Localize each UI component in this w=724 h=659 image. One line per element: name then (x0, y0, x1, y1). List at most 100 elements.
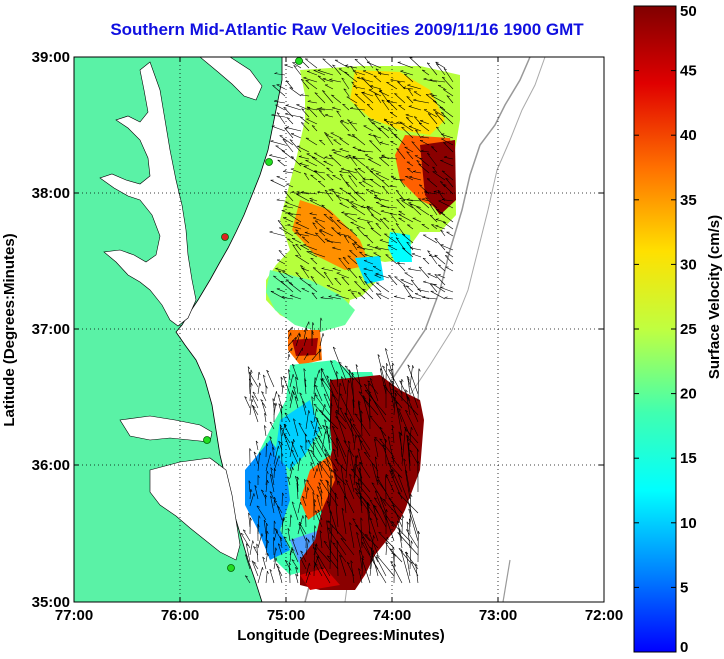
velocity-arrowhead (287, 528, 290, 531)
velocity-arrow (433, 284, 446, 293)
station-marker[interactable] (265, 158, 273, 166)
velocity-arrowhead (362, 177, 366, 180)
velocity-arrowhead (298, 155, 302, 157)
velocity-arrow (301, 288, 310, 293)
velocity-field-middle (288, 330, 322, 365)
velocity-arrow (328, 154, 342, 167)
velocity-arrow (265, 443, 267, 458)
velocity-arrowhead (289, 567, 292, 571)
velocity-arrow (342, 257, 350, 265)
velocity-arrow (284, 191, 294, 202)
velocity-arrow (283, 375, 291, 395)
velocity-arrow (345, 449, 349, 479)
velocity-arrow (312, 535, 315, 549)
velocity-arrow (411, 253, 422, 258)
velocity-arrow (269, 155, 286, 160)
velocity-arrow (395, 223, 406, 237)
velocity-arrowhead (387, 99, 391, 102)
velocity-arrow (391, 521, 411, 542)
velocity-arrow (411, 141, 422, 153)
velocity-arrowhead (399, 197, 403, 199)
velocity-arrow (294, 396, 299, 409)
velocity-arrowhead (385, 515, 388, 518)
velocity-arrowhead (368, 383, 371, 387)
station-marker[interactable] (295, 57, 303, 65)
velocity-arrowhead (345, 181, 349, 184)
station-marker[interactable] (203, 436, 211, 444)
velocity-arrow (348, 440, 355, 472)
velocity-arrowhead (310, 450, 314, 452)
velocity-arrowhead (394, 295, 398, 297)
velocity-arrowhead (443, 184, 447, 186)
velocity-arrowhead (288, 369, 291, 372)
velocity-arrowhead (434, 254, 438, 256)
velocity-arrow (381, 154, 390, 160)
velocity-arrowhead (352, 70, 356, 72)
velocity-arrow (310, 420, 315, 430)
velocity-arrow (380, 210, 398, 216)
velocity-arrow (419, 140, 430, 146)
velocity-arrow (257, 382, 260, 395)
velocity-arrow (371, 463, 379, 486)
velocity-arrow (317, 70, 334, 76)
velocity-arrowhead (429, 214, 433, 217)
velocity-arrowhead (376, 476, 380, 479)
velocity-arrow (422, 297, 438, 300)
velocity-arrow (379, 89, 390, 104)
velocity-arrowhead (266, 369, 270, 373)
velocity-arrow (322, 78, 334, 83)
velocity-arrow (270, 467, 275, 486)
velocity-arrow (319, 317, 322, 333)
velocity-arrow (339, 202, 350, 209)
velocity-arrowhead (258, 371, 261, 375)
velocity-arrow (349, 229, 358, 237)
velocity-arrowhead (378, 531, 382, 534)
velocity-arrow (248, 371, 259, 388)
velocity-arrow (285, 105, 302, 111)
velocity-arrow (380, 125, 390, 132)
velocity-arrowhead (248, 512, 251, 516)
velocity-arrowhead (337, 232, 341, 234)
velocity-arrow (358, 276, 366, 286)
velocity-arrow (275, 268, 286, 272)
velocity-arrow (425, 197, 438, 209)
velocity-arrowhead (406, 285, 410, 287)
station-marker[interactable] (227, 564, 235, 572)
velocity-arrowhead (282, 139, 286, 141)
velocity-arrow (251, 395, 259, 409)
velocity-arrowhead (265, 494, 268, 498)
velocity-arrow (403, 73, 414, 83)
velocity-arrow (419, 120, 430, 125)
velocity-arrowhead (310, 257, 314, 260)
station-marker[interactable] (221, 233, 229, 241)
velocity-arrow (300, 94, 310, 97)
velocity-arrowhead (342, 103, 346, 106)
velocity-arrowhead (358, 434, 361, 438)
velocity-arrow (357, 292, 366, 300)
velocity-arrow (385, 254, 398, 265)
velocity-arrowhead (300, 93, 304, 96)
velocity-arrow (305, 410, 309, 430)
velocity-arrowhead (292, 363, 295, 367)
velocity-arrow (435, 126, 446, 139)
velocity-arrowhead (398, 548, 402, 550)
velocity-arrow (366, 205, 382, 216)
velocity-arrowhead (345, 155, 349, 157)
velocity-arrowhead (278, 455, 280, 459)
velocity-arrow (321, 378, 339, 402)
velocity-arrow (329, 510, 331, 535)
velocity-arrow (291, 441, 299, 458)
velocity-arrowhead (405, 409, 408, 413)
velocity-arrow (295, 222, 310, 230)
velocity-arrow (283, 423, 291, 437)
velocity-arrow (351, 134, 366, 146)
velocity-arrow (306, 153, 318, 160)
velocity-arrow (289, 392, 294, 409)
velocity-arrowhead (358, 391, 362, 394)
velocity-arrowhead (326, 426, 329, 429)
velocity-arrow (374, 274, 382, 279)
velocity-arrowhead (388, 127, 392, 129)
velocity-arrowhead (249, 378, 252, 382)
velocity-arrow (313, 171, 326, 174)
velocity-arrow (340, 538, 355, 556)
